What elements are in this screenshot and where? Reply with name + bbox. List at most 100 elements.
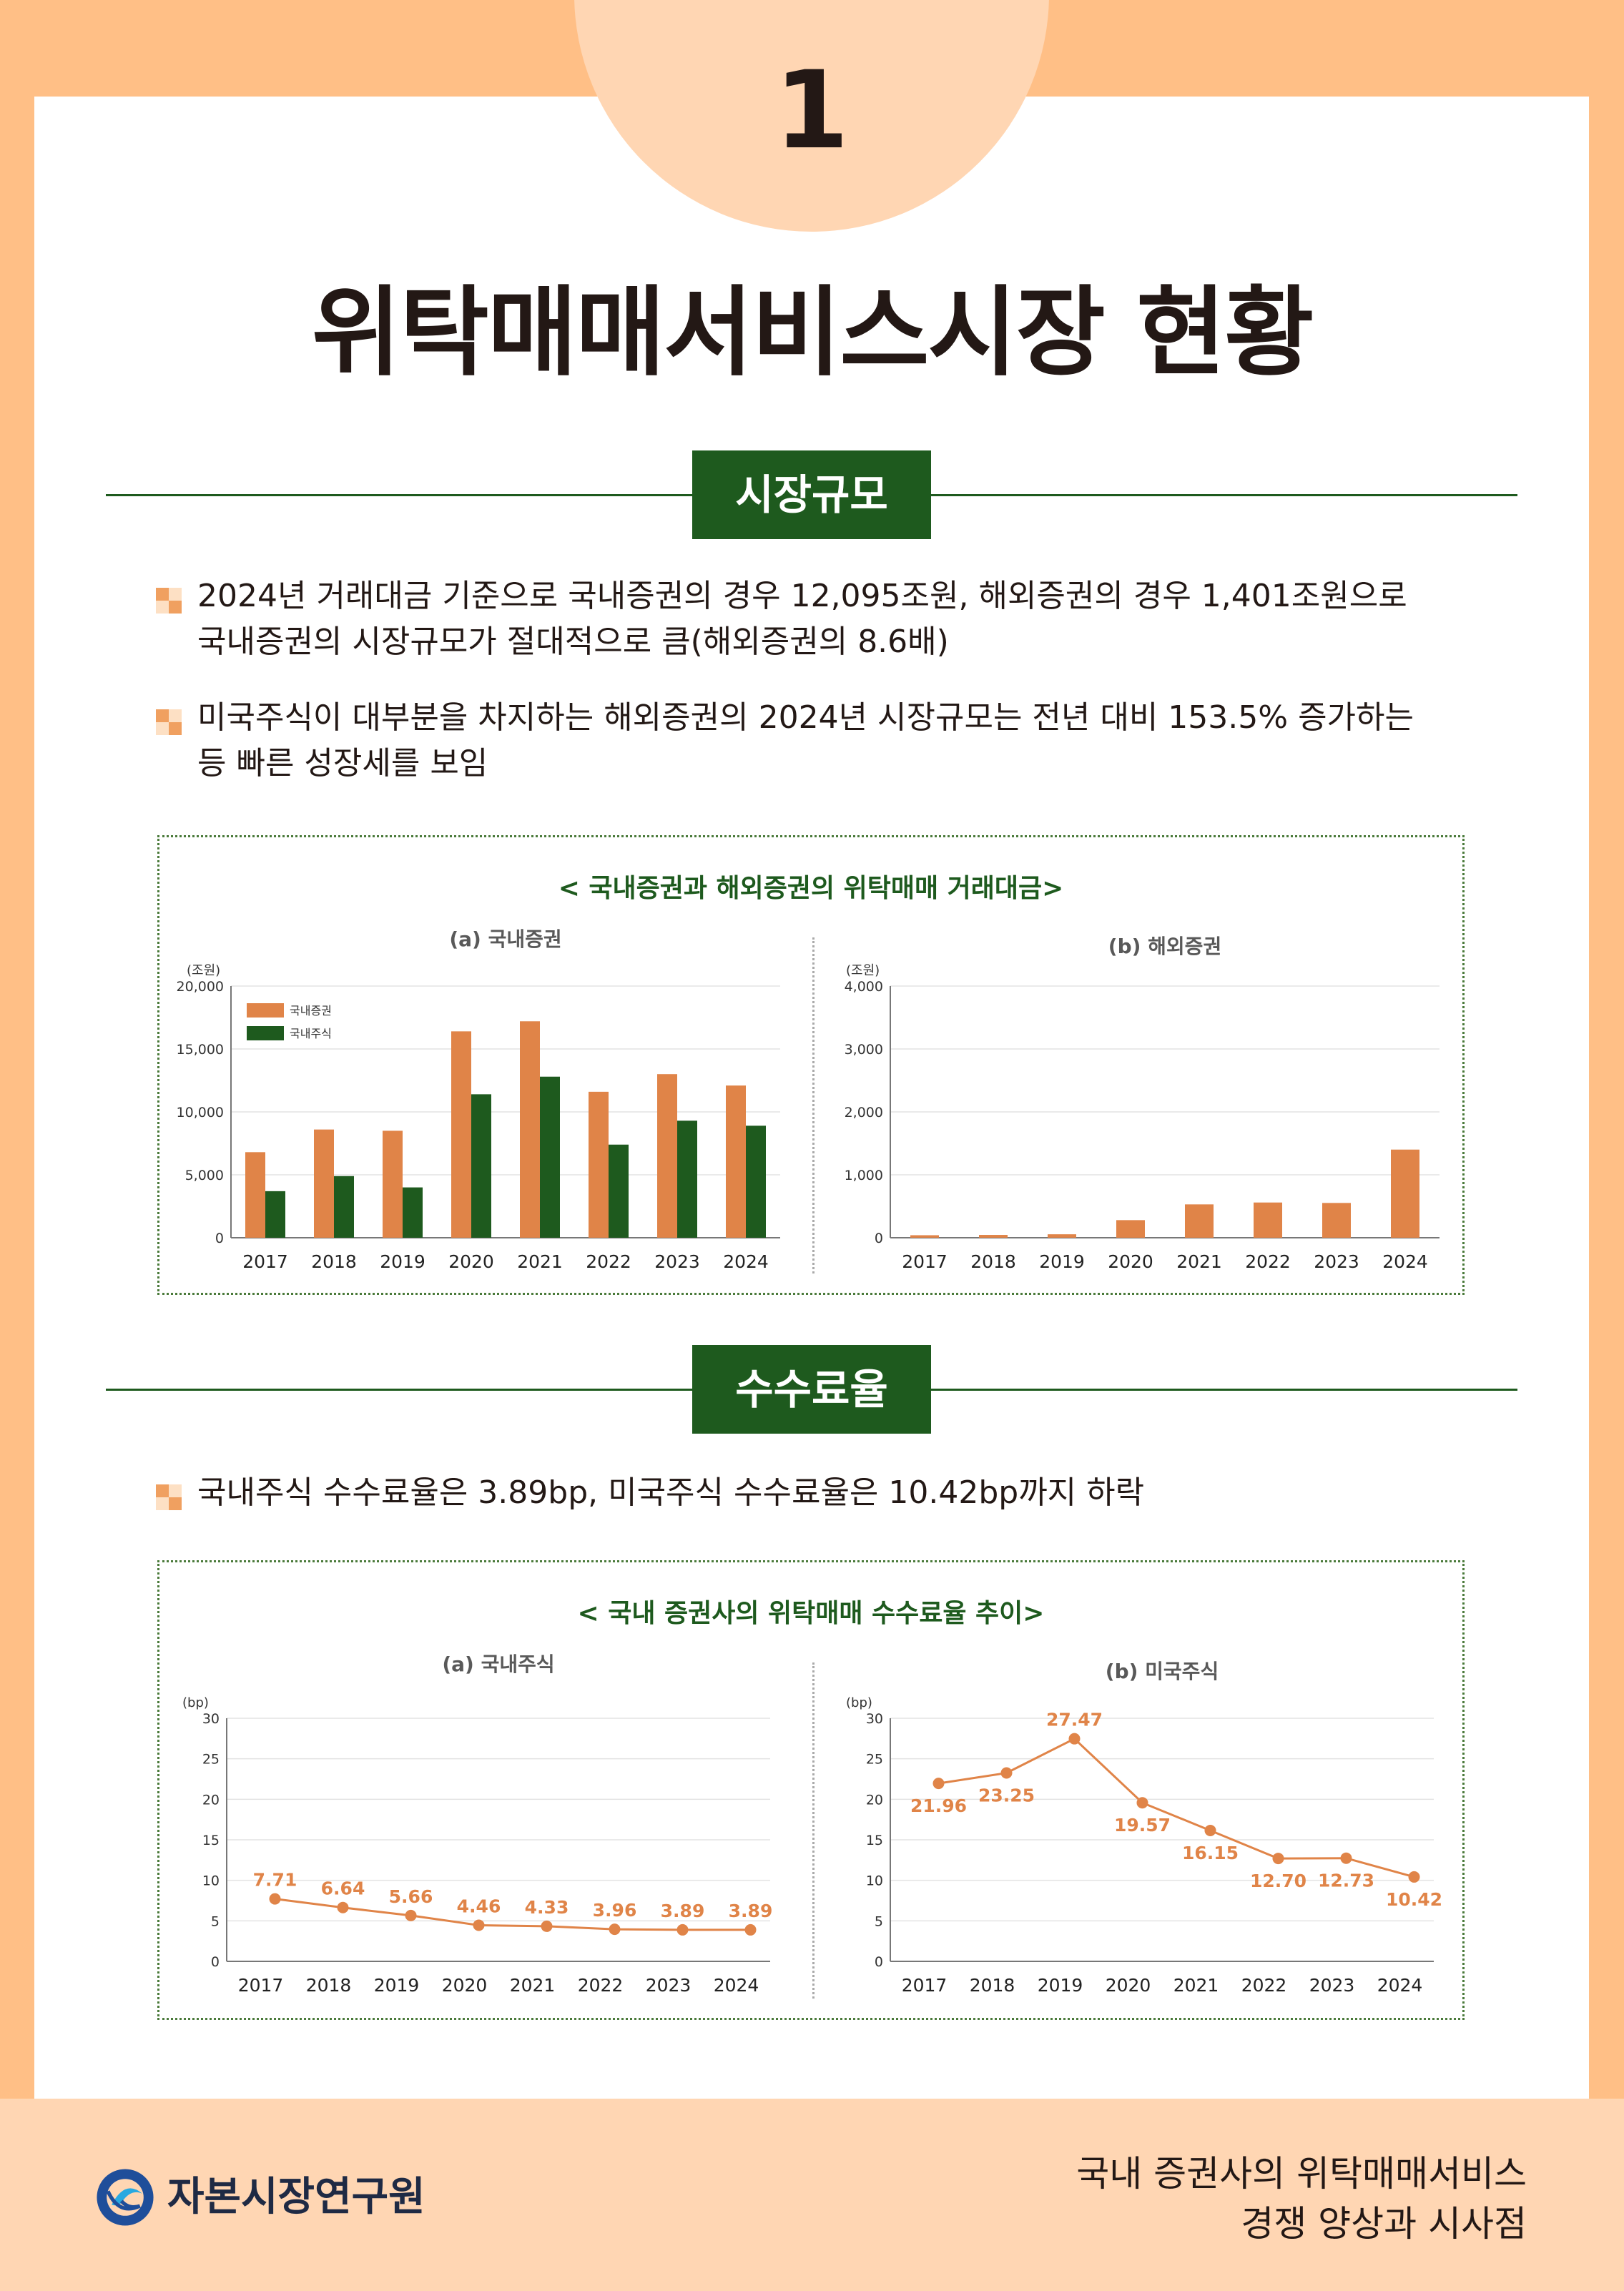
y-tick-label: 15,000 [177, 1042, 224, 1058]
y-tick-label: 30 [866, 1711, 883, 1727]
bullet-text: 미국주식이 대부분을 차지하는 해외증권의 2024년 시장규모는 전년 대비 … [197, 699, 1414, 782]
y-tick-label: 5 [875, 1913, 883, 1929]
bar-국내주식 [471, 1094, 491, 1238]
chart-divider [812, 1662, 815, 1999]
chart-title: < 국내증권과 해외증권의 위탁매매 거래대금> [558, 874, 1064, 903]
data-label: 3.89 [661, 1901, 705, 1921]
data-label: 12.73 [1318, 1871, 1374, 1891]
bar-국내증권 [245, 1152, 265, 1238]
data-label: 6.64 [321, 1878, 365, 1899]
x-tick-label: 2023 [1314, 1251, 1359, 1272]
data-point [744, 1923, 757, 1936]
x-tick-label: 2018 [306, 1975, 352, 1996]
data-label: 3.96 [593, 1900, 637, 1921]
legend-swatch [247, 1026, 284, 1040]
x-tick-label: 2024 [1377, 1975, 1423, 1996]
section-number: 1 [774, 49, 850, 173]
bullet-item: 미국주식이 대부분을 차지하는 해외증권의 2024년 시장규모는 전년 대비 … [156, 695, 1515, 787]
x-tick-label: 2021 [517, 1251, 563, 1272]
subchart-title: (a) 국내증권 [449, 927, 561, 951]
bar-해외증권 [1116, 1220, 1145, 1238]
y-tick-label: 4,000 [845, 979, 883, 995]
y-tick-label: 10,000 [177, 1105, 224, 1120]
bar-국내주식 [265, 1191, 285, 1238]
data-point [1136, 1797, 1148, 1809]
y-tick-label: 5,000 [185, 1168, 224, 1183]
bar-국내주식 [677, 1120, 697, 1238]
x-tick-label: 2021 [1173, 1975, 1219, 1996]
bar-국내주식 [334, 1176, 354, 1238]
page-title: 위탁매매서비스시장 현황 [311, 277, 1314, 390]
x-tick-label: 2017 [238, 1975, 284, 1996]
bar-국내증권 [726, 1085, 746, 1238]
data-label: 3.89 [729, 1901, 773, 1921]
bar-국내증권 [657, 1074, 677, 1238]
subchart-title: (a) 국내주식 [442, 1652, 554, 1676]
data-label: 10.42 [1386, 1889, 1442, 1910]
data-point [405, 1909, 417, 1921]
x-tick-label: 2019 [1039, 1251, 1085, 1272]
report-title-line2: 경쟁 양상과 시사점 [1241, 2203, 1527, 2245]
bar-국내증권 [520, 1021, 540, 1238]
y-tick-label: 20,000 [177, 979, 224, 995]
chart-title: < 국내 증권사의 위탁매매 수수료율 추이> [577, 1599, 1045, 1628]
x-tick-label: 2022 [586, 1251, 631, 1272]
x-tick-label: 2017 [242, 1251, 288, 1272]
x-tick-label: 2023 [1309, 1975, 1355, 1996]
y-tick-label: 10 [866, 1873, 883, 1889]
data-point [1408, 1871, 1420, 1883]
data-point [1000, 1767, 1013, 1779]
bar-해외증권 [1048, 1234, 1076, 1238]
y-tick-label: 3,000 [845, 1042, 883, 1058]
x-tick-label: 2018 [311, 1251, 357, 1272]
chart-box-fee-rate: < 국내 증권사의 위탁매매 수수료율 추이> (a) 국내주식 (bp) 0 5 10… [157, 1560, 1465, 2020]
footer [0, 2099, 1624, 2291]
bar-국내증권 [451, 1031, 471, 1238]
y-tick-label: 1,000 [845, 1168, 883, 1183]
x-tick-label: 2022 [1241, 1975, 1287, 1996]
content-panel [34, 97, 1589, 2099]
bar-해외증권 [1391, 1149, 1419, 1238]
bullet-item: 국내주식 수수료율은 3.89bp, 미국주식 수수료율은 10.42bp까지 … [156, 1470, 1515, 1516]
y-tick-label: 0 [211, 1954, 220, 1970]
x-tick-label: 2018 [970, 1251, 1016, 1272]
square-bullet-icon [156, 1484, 182, 1510]
bar-해외증권 [979, 1235, 1008, 1238]
y-axis-unit: (조원) [846, 963, 880, 978]
data-point [1272, 1853, 1284, 1865]
bar-국내증권 [589, 1091, 609, 1238]
bar-국내주식 [403, 1187, 423, 1238]
legend-label: 국내주식 [290, 1027, 332, 1040]
data-point [541, 1920, 553, 1932]
chart-divider [812, 937, 815, 1273]
data-label: 27.47 [1046, 1710, 1103, 1730]
y-tick-label: 5 [211, 1913, 220, 1929]
bar-국내주식 [609, 1144, 629, 1238]
y-axis-unit: (조원) [187, 963, 220, 978]
x-tick-label: 2019 [374, 1975, 420, 1996]
x-tick-label: 2021 [1176, 1251, 1222, 1272]
bar-해외증권 [910, 1235, 939, 1238]
data-label: 7.71 [253, 1870, 297, 1891]
chart-box-trading-value: < 국내증권과 해외증권의 위탁매매 거래대금> (a) 국내증권 (조원) 0 5,… [157, 835, 1465, 1295]
x-tick-label: 2020 [1106, 1975, 1151, 1996]
x-tick-label: 2024 [723, 1251, 769, 1272]
bullet-text: 국내주식 수수료율은 3.89bp, 미국주식 수수료율은 10.42bp까지 … [197, 1474, 1145, 1511]
x-tick-label: 2018 [970, 1975, 1015, 1996]
bar-국내주식 [540, 1076, 560, 1238]
section-label-market-size: 시장규모 [692, 450, 931, 539]
square-bullet-icon [156, 709, 182, 735]
y-tick-label: 0 [875, 1954, 883, 1970]
y-tick-label: 20 [866, 1792, 883, 1808]
bar-국내증권 [314, 1129, 334, 1238]
data-point [1068, 1733, 1081, 1745]
x-tick-label: 2023 [646, 1975, 692, 1996]
data-point [932, 1778, 945, 1790]
data-point [676, 1923, 689, 1936]
square-bullet-icon [156, 588, 182, 614]
x-tick-label: 2024 [1382, 1251, 1428, 1272]
x-tick-label: 2023 [654, 1251, 700, 1272]
subchart-title: (b) 미국주식 [1106, 1660, 1219, 1683]
data-point [473, 1919, 485, 1931]
